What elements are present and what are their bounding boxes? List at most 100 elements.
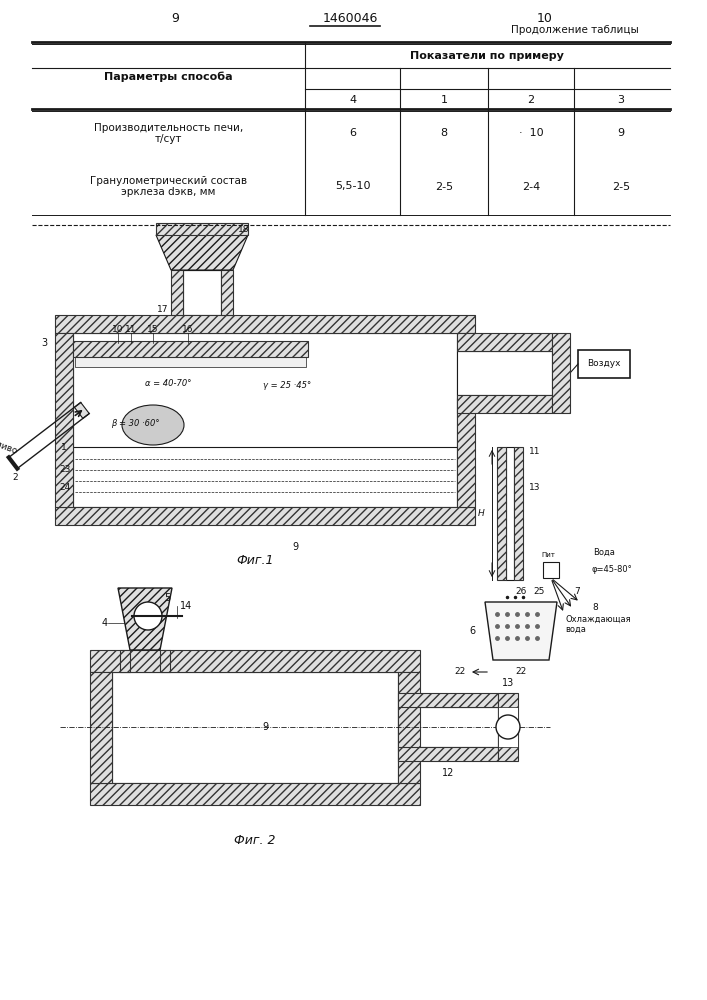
Bar: [543, 562, 559, 578]
Text: 18: 18: [238, 225, 250, 233]
Text: 8: 8: [592, 603, 598, 612]
Text: Пит: Пит: [541, 552, 555, 558]
Circle shape: [496, 715, 520, 739]
Bar: [221, 270, 233, 315]
Text: 9: 9: [617, 128, 624, 138]
Bar: [552, 333, 570, 413]
Bar: [90, 650, 420, 672]
Text: 14: 14: [180, 601, 192, 611]
Text: 2: 2: [527, 95, 534, 105]
Text: 5: 5: [164, 593, 170, 603]
Text: 5,5-10: 5,5-10: [334, 182, 370, 192]
Bar: [457, 395, 552, 413]
Text: 2-5: 2-5: [612, 182, 630, 192]
Bar: [457, 333, 552, 351]
Text: H: H: [478, 508, 485, 518]
Bar: [183, 235, 221, 270]
Bar: [55, 507, 475, 525]
Text: Гранулометрический состав
эрклеза dэкв, мм: Гранулометрический состав эрклеза dэкв, …: [90, 176, 247, 197]
Bar: [120, 650, 130, 672]
Text: 9: 9: [262, 722, 268, 732]
Bar: [90, 783, 420, 805]
Text: 26: 26: [515, 587, 527, 596]
Text: 24: 24: [59, 483, 71, 491]
Text: 15: 15: [147, 326, 159, 334]
Text: γ = 25 ·45°: γ = 25 ·45°: [263, 380, 311, 389]
Bar: [171, 270, 183, 315]
Text: Фиг.1: Фиг.1: [236, 554, 274, 566]
Bar: [112, 672, 398, 783]
Bar: [73, 333, 457, 507]
Text: 6: 6: [469, 626, 475, 636]
Text: 13: 13: [502, 678, 514, 688]
Bar: [75, 357, 306, 367]
Text: 10: 10: [112, 326, 124, 334]
Text: 12: 12: [442, 768, 454, 778]
Bar: [498, 693, 518, 761]
Text: Показатели по примеру: Показатели по примеру: [409, 51, 563, 61]
Text: Вода: Вода: [593, 548, 615, 556]
Bar: [55, 315, 475, 333]
Polygon shape: [156, 235, 248, 270]
Text: Охлаждающая
вода: Охлаждающая вода: [565, 614, 631, 634]
Text: 9: 9: [292, 542, 298, 552]
Text: 23: 23: [59, 464, 71, 474]
Bar: [160, 650, 170, 672]
Text: 1460046: 1460046: [322, 11, 378, 24]
Bar: [73, 341, 308, 357]
Text: β = 30 ·60°: β = 30 ·60°: [111, 418, 160, 428]
Text: 11: 11: [529, 448, 540, 456]
Text: 13: 13: [529, 483, 540, 491]
Text: α = 40-70°: α = 40-70°: [145, 378, 192, 387]
Text: ·  10: · 10: [519, 128, 543, 138]
Text: 1: 1: [62, 442, 67, 452]
Bar: [457, 398, 475, 507]
Text: 2: 2: [12, 473, 18, 482]
Bar: [156, 223, 248, 235]
Text: 16: 16: [182, 326, 194, 334]
Text: 11: 11: [125, 326, 136, 334]
Bar: [398, 672, 420, 783]
Text: Производительность печи,
т/сут: Производительность печи, т/сут: [94, 123, 243, 144]
Bar: [398, 747, 498, 761]
Text: Параметры способа: Параметры способа: [104, 71, 233, 82]
Text: 3: 3: [41, 338, 47, 348]
Bar: [497, 447, 506, 580]
Text: φ=45-80°: φ=45-80°: [591, 566, 632, 574]
Text: Фиг. 2: Фиг. 2: [234, 834, 276, 846]
Text: 10: 10: [537, 11, 553, 24]
Text: 1: 1: [440, 95, 448, 105]
Polygon shape: [118, 588, 172, 650]
Text: 4: 4: [349, 95, 356, 105]
Text: 25: 25: [533, 587, 544, 596]
Bar: [130, 650, 160, 672]
Text: Продолжение таблицы: Продолжение таблицы: [511, 25, 639, 35]
Text: 7: 7: [574, 587, 580, 596]
Polygon shape: [485, 602, 557, 660]
Bar: [398, 707, 498, 747]
Bar: [506, 447, 514, 580]
Bar: [183, 270, 221, 315]
Bar: [578, 350, 630, 378]
Text: 6: 6: [349, 128, 356, 138]
Bar: [90, 672, 112, 783]
Bar: [398, 693, 498, 707]
Text: 4: 4: [102, 618, 108, 628]
Text: 3: 3: [617, 95, 624, 105]
Text: 17: 17: [156, 306, 168, 314]
Text: Воздух: Воздух: [588, 360, 621, 368]
Text: 2-5: 2-5: [435, 182, 453, 192]
Bar: [130, 650, 160, 672]
Polygon shape: [74, 402, 89, 418]
Text: 22: 22: [455, 668, 466, 676]
Text: 9: 9: [171, 11, 179, 24]
Text: Топливо: Топливо: [0, 434, 18, 456]
Text: 8: 8: [440, 128, 448, 138]
Text: 2-4: 2-4: [522, 182, 540, 192]
Bar: [457, 351, 552, 395]
Text: 22: 22: [515, 668, 527, 676]
Ellipse shape: [122, 405, 184, 445]
Bar: [498, 707, 518, 747]
Circle shape: [134, 602, 162, 630]
Bar: [514, 447, 523, 580]
